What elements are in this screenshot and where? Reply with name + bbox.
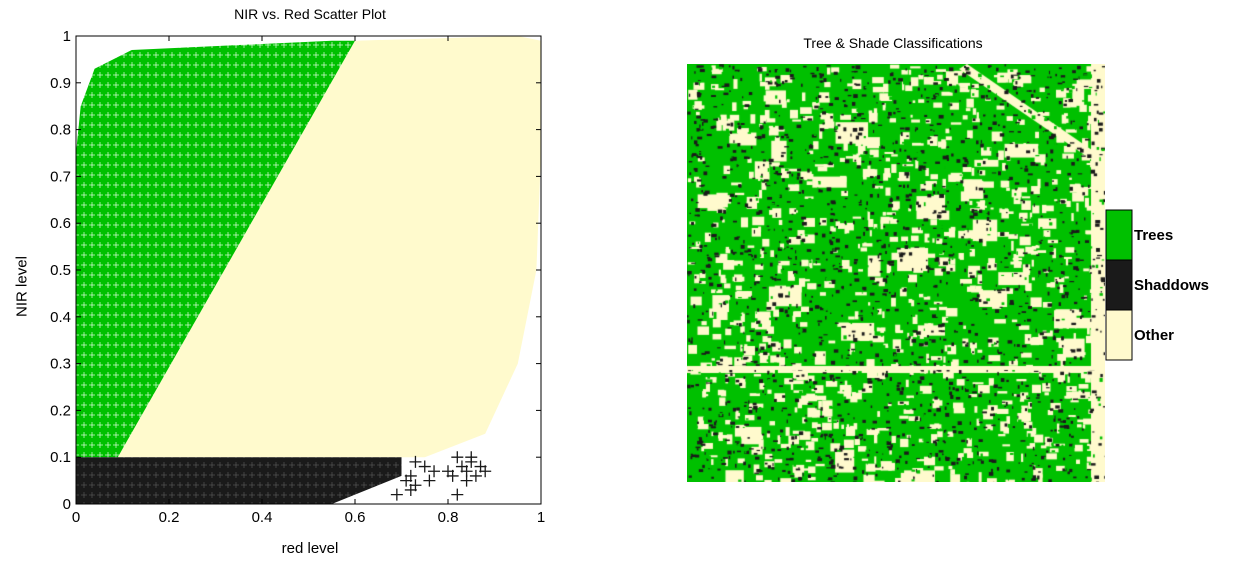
legend-swatch-trees	[1105, 209, 1133, 261]
scatter-region-other	[117, 36, 542, 458]
map-title: Tree & Shade Classifications	[803, 35, 983, 51]
scatter-region-trees	[76, 40, 355, 458]
x-tick-label: 0.4	[252, 509, 273, 526]
scatter-point-shaddows	[469, 469, 482, 482]
scatter-point-shaddows	[409, 479, 422, 492]
scatter-point-shaddows	[479, 465, 492, 478]
y-tick-label: 1	[63, 28, 71, 45]
y-tick-label: 0.5	[50, 262, 71, 279]
x-tick-label: 0.8	[438, 509, 459, 526]
scatter-title: NIR vs. Red Scatter Plot	[234, 6, 386, 22]
scatter-point-shaddows	[451, 488, 464, 501]
x-tick-label: 0	[72, 509, 80, 526]
legend-label-shaddows: Shaddows	[1134, 277, 1209, 294]
y-tick-label: 0.7	[50, 168, 71, 185]
scatter-point-shaddows	[409, 455, 422, 468]
y-tick-label: 0	[63, 496, 71, 513]
classification-legend: Trees Shaddows Other	[1105, 209, 1209, 361]
classification-map-panel: Tree & Shade Classifications Trees Shaddo…	[640, 0, 1254, 563]
scatter-point-shaddows	[474, 460, 487, 473]
scatter-point-shaddows	[428, 465, 441, 478]
scatter-point-shaddows	[418, 460, 431, 473]
scatter-point-shaddows	[400, 474, 413, 487]
scatter-region-shaddows	[76, 457, 402, 504]
y-tick-label: 0.3	[50, 356, 71, 373]
legend-swatch-other	[1105, 309, 1133, 361]
legend-label-other: Other	[1134, 327, 1174, 344]
y-tick-label: 0.2	[50, 402, 71, 419]
scatter-point-shaddows	[446, 469, 459, 482]
y-tick-label: 0.6	[50, 215, 71, 232]
scatter-point-shaddows	[404, 483, 417, 496]
scatter-point-shaddows	[451, 451, 464, 464]
x-tick-label: 0.6	[345, 509, 366, 526]
x-tick-label: 1	[537, 509, 545, 526]
scatter-point-shaddows	[390, 488, 403, 501]
classification-map-image	[687, 64, 1105, 482]
legend-label-trees: Trees	[1134, 227, 1173, 244]
scatter-point-shaddows	[465, 451, 478, 464]
scatter-plot: 0 0.2 0.4 0.6 0.8 1 0 0.1 0.2 0.3 0.4 0.5 0.6 0.7 0.8 0…	[50, 28, 545, 526]
scatter-plot-panel: NIR vs. Red Scatter Plot 0 0.2 0.4 0.6 0.8 1 0…	[0, 0, 600, 563]
y-tick-label: 0.1	[50, 449, 71, 466]
x-axis-label: red level	[281, 540, 339, 557]
y-tick-label: 0.4	[50, 309, 71, 326]
x-tick-label: 0.2	[159, 509, 180, 526]
legend-swatch-shaddows	[1105, 259, 1133, 311]
scatter-point-shaddows	[460, 474, 473, 487]
scatter-point-shaddows	[423, 474, 436, 487]
y-tick-label: 0.8	[50, 122, 71, 139]
y-tick-label: 0.9	[50, 75, 71, 92]
y-axis-label: NIR level	[13, 256, 31, 317]
